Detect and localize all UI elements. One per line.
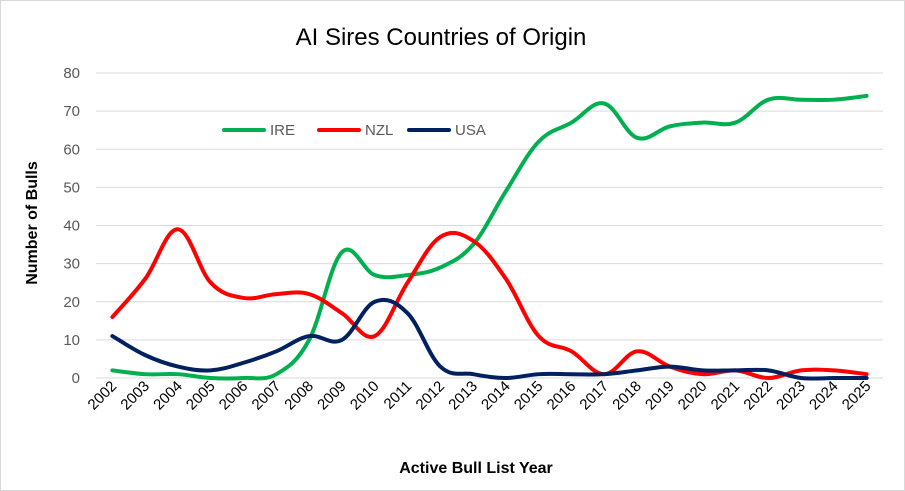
x-tick-label: 2007	[249, 378, 285, 414]
x-axis-label: Active Bull List Year	[399, 460, 553, 477]
x-tick-label: 2013	[445, 378, 481, 414]
chart-title: AI Sires Countries of Origin	[296, 24, 587, 51]
y-tick-label: 80	[63, 65, 80, 82]
y-tick-label: 10	[63, 332, 80, 349]
x-tick-label: 2018	[609, 378, 645, 414]
x-tick-label: 2009	[314, 378, 350, 414]
legend-label-ire: IRE	[270, 122, 295, 139]
y-tick-label: 60	[63, 141, 80, 158]
y-tick-label: 0	[72, 370, 80, 387]
series-lines	[110, 93, 869, 381]
x-tick-label: 2025	[839, 378, 875, 414]
x-tick-label: 2005	[183, 378, 219, 414]
legend: IRE NZL USA	[222, 122, 486, 139]
x-tick-label: 2019	[642, 378, 678, 414]
legend-label-nzl: NZL	[365, 122, 393, 139]
y-tick-label: 20	[63, 294, 80, 311]
x-tick-label: 2004	[150, 378, 186, 414]
x-tick-label: 2016	[544, 378, 580, 414]
x-tick-label: 2015	[511, 378, 547, 414]
x-tick-label: 2011	[381, 378, 416, 413]
series-line-usa	[110, 297, 869, 381]
x-tick-label: 2023	[773, 378, 809, 414]
x-tick-label: 2006	[216, 378, 252, 414]
x-tick-label: 2024	[806, 378, 842, 414]
x-tick-label: 2012	[413, 378, 449, 414]
y-tick-label: 50	[63, 179, 80, 196]
y-axis-label: Number of Bulls	[24, 161, 41, 285]
x-tick-label: 2020	[675, 378, 711, 414]
legend-label-usa: USA	[455, 122, 486, 139]
series-line-ire	[110, 93, 869, 381]
x-tick-label: 2003	[117, 378, 153, 414]
x-tick-label: 2021	[708, 378, 744, 414]
y-tick-label: 40	[63, 218, 80, 235]
y-tick-label: 30	[63, 256, 80, 273]
y-axis-ticks: 0 10 20 30 40 50 60 70 80	[63, 65, 80, 387]
series-line-nzl	[110, 227, 869, 380]
x-tick-label: 2008	[281, 378, 317, 414]
x-tick-label: 2017	[576, 378, 612, 414]
x-tick-label: 2002	[85, 378, 121, 414]
gridlines	[96, 72, 883, 379]
x-axis-ticks: 2002200320042005200620072008200920102011…	[85, 378, 875, 414]
x-tick-label: 2022	[740, 378, 776, 414]
y-tick-label: 70	[63, 103, 80, 120]
x-tick-label: 2014	[478, 378, 514, 414]
x-tick-label: 2010	[347, 378, 383, 414]
